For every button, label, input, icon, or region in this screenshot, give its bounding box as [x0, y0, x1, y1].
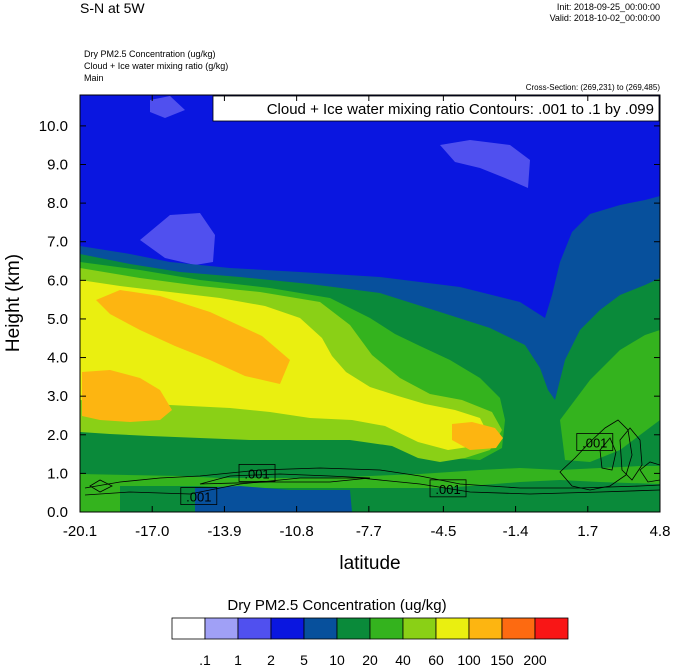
contour-label: .001 — [244, 466, 269, 481]
contour-label: .001 — [582, 436, 607, 451]
cloud-contour-4 — [559, 419, 633, 491]
pm25-patch-orange — [82, 290, 503, 450]
x-tick-label: -17.0 — [135, 523, 169, 540]
colorbar-tick-label: 10 — [329, 652, 345, 668]
x-tick-label: 4.8 — [650, 523, 671, 540]
colorbar-tick-label: 40 — [395, 652, 411, 668]
field-name-main: Main — [84, 73, 104, 83]
x-axis-label: latitude — [339, 553, 400, 574]
colorbar: .1 1 2 5 10 20 40 60 100 150 200 — [171, 617, 569, 668]
contour-label-box — [429, 479, 467, 498]
contour-label-box — [180, 487, 218, 505]
colorbar-title: Dry PM2.5 Concentration (ug/kg) — [227, 597, 447, 614]
cloud-contours — [84, 419, 660, 496]
contour-label: .001 — [435, 482, 460, 497]
y-tick-label: 3.0 — [47, 388, 68, 405]
cloud-contour-7 — [639, 461, 660, 483]
colorbar-swatch — [369, 617, 404, 640]
y-tick-label: 6.0 — [47, 272, 68, 289]
colorbar-tick-label: 60 — [428, 652, 444, 668]
colorbar-tick-label: 2 — [267, 652, 275, 668]
colorbar-swatch — [237, 617, 272, 640]
y-tick-label: 2.0 — [47, 427, 68, 444]
y-tick-label: 7.0 — [47, 234, 68, 251]
valid-time: Valid: 2018-10-02_00:00:00 — [549, 13, 660, 23]
colorbar-swatch — [270, 617, 305, 640]
y-tick-label: 1.0 — [47, 465, 68, 482]
colorbar-swatch — [534, 617, 569, 640]
init-time: Init: 2018-09-25_00:00:00 — [556, 2, 660, 12]
pm25-patch-periwinkle — [140, 96, 530, 265]
colorbar-tick-label: .1 — [199, 652, 211, 668]
cloud-contour-6 — [599, 437, 617, 471]
contour-label-box — [576, 433, 614, 451]
colorbar-swatch — [336, 617, 371, 640]
contour-title-bg — [212, 95, 660, 122]
time-info: Init: 2018-09-25_00:00:00 Valid: 2018-10… — [550, 2, 660, 24]
plot-title: S-N at 5W — [80, 0, 145, 16]
colorbar-swatch — [204, 617, 239, 640]
colorbar-tick-label: 200 — [523, 652, 547, 668]
cross-section-label: Cross-Section: (269,231) to (269,485) — [525, 83, 660, 92]
plot-frame — [79, 94, 661, 513]
y-tick-label: 10.0 — [39, 118, 68, 135]
contour-label: .001 — [186, 490, 211, 505]
colorbar-swatch — [435, 617, 470, 640]
colorbar-swatch — [303, 617, 338, 640]
cloud-contour-8 — [89, 479, 113, 493]
y-axis: 0.0 1.0 2.0 3.0 4.0 5.0 6.0 7.0 8.0 9.0 10.0 — [39, 118, 660, 521]
pm25-field — [80, 95, 660, 512]
x-axis: -20.1 -17.0 -13.9 -10.8 -7.7 -4.5 -1.4 1.7 4.8 — [63, 95, 671, 540]
cloud-contour-2 — [84, 477, 660, 496]
x-tick-label: -1.4 — [503, 523, 529, 540]
contour-label-box — [238, 463, 276, 482]
x-tick-label: -20.1 — [63, 523, 97, 540]
x-tick-label: -7.7 — [356, 523, 382, 540]
y-tick-label: 9.0 — [47, 157, 68, 174]
x-tick-label: -10.8 — [280, 523, 314, 540]
colorbar-swatch — [468, 617, 503, 640]
y-tick-label: 5.0 — [47, 311, 68, 328]
colorbar-tick-label: 1 — [234, 652, 242, 668]
x-tick-label: 1.7 — [577, 523, 598, 540]
pm25-surface-blue — [195, 486, 352, 512]
cloud-contour-5 — [619, 427, 643, 481]
colorbar-swatch — [501, 617, 536, 640]
cloud-contour-3 — [199, 473, 371, 485]
colorbar-swatch — [402, 617, 437, 640]
colorbar-swatch — [171, 617, 206, 640]
y-tick-label: 4.0 — [47, 350, 68, 367]
x-tick-label: -4.5 — [430, 523, 456, 540]
field-name-cloud: Cloud + Ice water mixing ratio (g/kg) — [84, 61, 229, 71]
contour-title: Cloud + Ice water mixing ratio Contours:… — [267, 101, 654, 118]
y-tick-label: 0.0 — [47, 504, 68, 521]
field-name-pm25: Dry PM2.5 Concentration (ug/kg) — [84, 49, 216, 59]
y-axis-label: Height (km) — [3, 254, 24, 352]
colorbar-tick-label: 100 — [457, 652, 481, 668]
contour-labels: .001 .001 .001 .001 — [180, 433, 614, 505]
y-tick-label: 8.0 — [47, 195, 68, 212]
contour-title-box: Cloud + Ice water mixing ratio Contours:… — [212, 95, 660, 122]
x-tick-label: -13.9 — [207, 523, 241, 540]
colorbar-tick-label: 150 — [490, 652, 514, 668]
colorbar-tick-label: 5 — [300, 652, 308, 668]
colorbar-tick-label: 20 — [362, 652, 378, 668]
